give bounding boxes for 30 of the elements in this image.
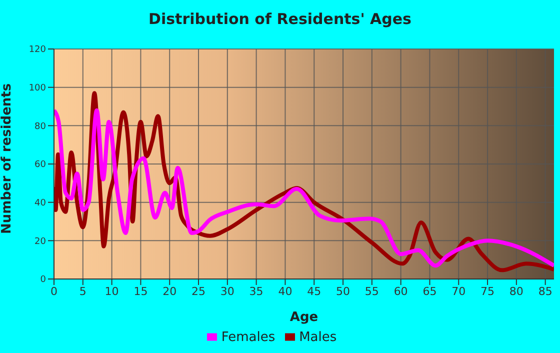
x-tick-label: 80: [509, 284, 524, 298]
x-tick-label: 55: [364, 284, 379, 298]
y-tick-label: 20: [34, 236, 46, 247]
x-tick-label: 20: [162, 284, 177, 298]
y-axis-title: Number of residents: [0, 83, 15, 234]
x-axis-title: Age: [290, 310, 318, 325]
x-tick-label: 25: [192, 284, 206, 298]
x-tick-label: 5: [79, 284, 86, 298]
x-tick-label: 65: [422, 284, 437, 298]
x-tick-label: 0: [50, 284, 58, 298]
y-tick-label: 40: [34, 198, 46, 209]
y-tick-label: 80: [34, 122, 46, 132]
x-tick-label: 10: [104, 284, 119, 298]
chart-title: Distribution of Residents' Ages: [148, 10, 412, 28]
x-tick-label: 15: [134, 284, 148, 298]
y-tick-label: 60: [34, 160, 46, 170]
x-tick-label: 40: [278, 284, 292, 298]
x-tick-label: 60: [394, 284, 408, 298]
y-tick-label: 100: [28, 84, 46, 94]
y-tick-label: 120: [28, 45, 46, 56]
x-tick-label: 45: [307, 284, 322, 298]
legend-label: Females: [221, 330, 276, 345]
y-tick-label: 0: [40, 275, 46, 286]
x-tick-label: 70: [452, 284, 466, 298]
x-tick-label: 75: [480, 284, 495, 298]
x-tick-label: 35: [249, 284, 264, 298]
x-tick-label: 50: [336, 284, 350, 298]
x-tick-label: 30: [220, 284, 234, 298]
x-tick-label: 85: [538, 284, 552, 298]
legend-label: Males: [299, 330, 337, 345]
